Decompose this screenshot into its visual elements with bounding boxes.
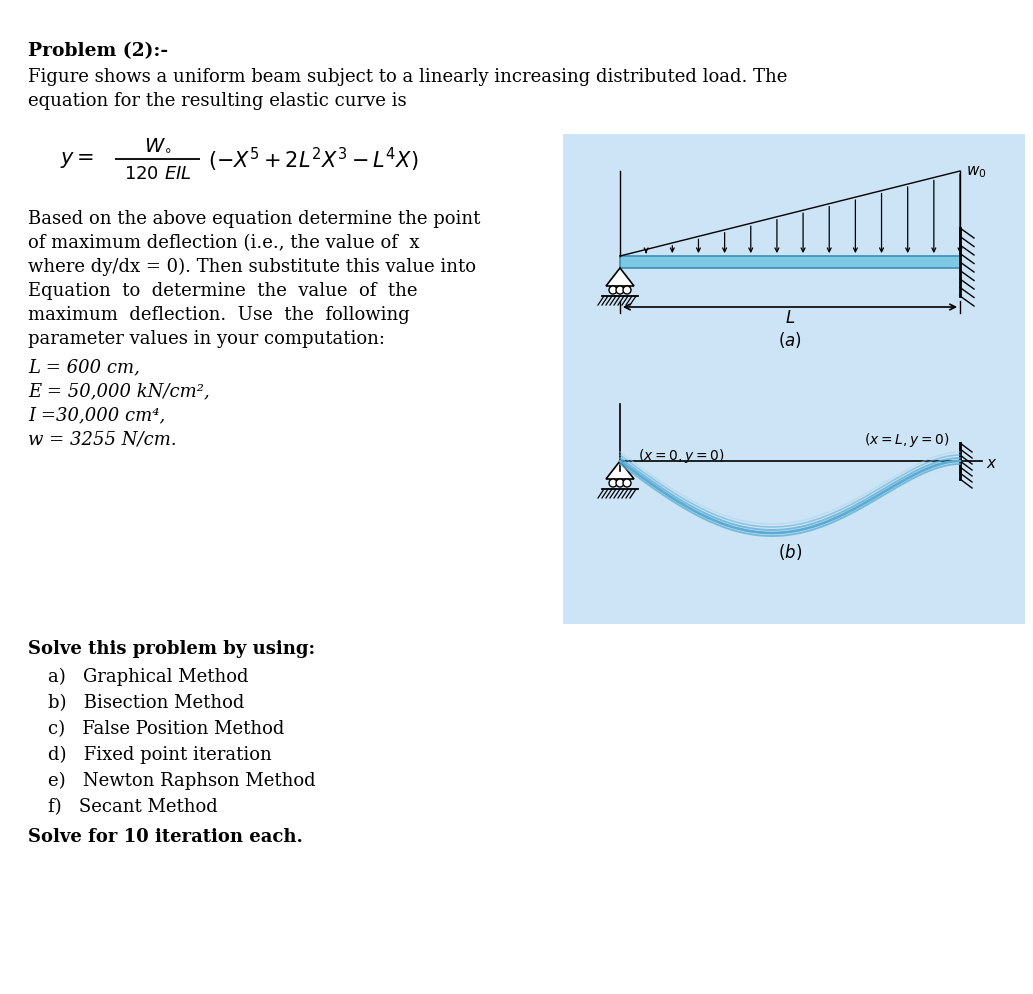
Text: $(x = L, y = 0)$: $(x = L, y = 0)$ xyxy=(865,430,950,448)
Text: of maximum deflection (i.e., the value of  x: of maximum deflection (i.e., the value o… xyxy=(28,234,419,251)
Circle shape xyxy=(623,479,631,487)
Text: $(a)$: $(a)$ xyxy=(778,330,802,350)
Text: E = 50,000 kN/cm²,: E = 50,000 kN/cm², xyxy=(28,382,210,400)
Text: $(b)$: $(b)$ xyxy=(778,542,802,562)
Circle shape xyxy=(623,286,631,294)
Text: b)   Bisection Method: b) Bisection Method xyxy=(48,693,245,712)
Text: $120\ EIL$: $120\ EIL$ xyxy=(124,165,191,183)
Polygon shape xyxy=(606,461,634,479)
Text: Problem (2):-: Problem (2):- xyxy=(28,42,168,60)
Text: c)   False Position Method: c) False Position Method xyxy=(48,720,284,738)
Bar xyxy=(563,135,1025,624)
Text: $(x = 0, y = 0)$: $(x = 0, y = 0)$ xyxy=(638,446,725,464)
Text: parameter values in your computation:: parameter values in your computation: xyxy=(28,330,385,348)
Text: $(-X^5 + 2L^2X^3 - L^4X)$: $(-X^5 + 2L^2X^3 - L^4X)$ xyxy=(208,146,418,174)
Text: maximum  deflection.  Use  the  following: maximum deflection. Use the following xyxy=(28,306,410,324)
Bar xyxy=(620,256,960,268)
Text: Solve this problem by using:: Solve this problem by using: xyxy=(28,639,315,657)
Text: Based on the above equation determine the point: Based on the above equation determine th… xyxy=(28,210,480,228)
Text: f)   Secant Method: f) Secant Method xyxy=(48,797,218,815)
Text: equation for the resulting elastic curve is: equation for the resulting elastic curve… xyxy=(28,91,407,110)
Circle shape xyxy=(609,479,617,487)
Text: Equation  to  determine  the  value  of  the: Equation to determine the value of the xyxy=(28,281,417,300)
Polygon shape xyxy=(606,268,634,286)
Text: Solve for 10 iteration each.: Solve for 10 iteration each. xyxy=(28,827,303,845)
Text: where dy/dx = 0). Then substitute this value into: where dy/dx = 0). Then substitute this v… xyxy=(28,257,476,276)
Text: $L$: $L$ xyxy=(785,310,795,327)
Text: Figure shows a uniform beam subject to a linearly increasing distributed load. T: Figure shows a uniform beam subject to a… xyxy=(28,68,787,85)
Circle shape xyxy=(616,479,624,487)
Text: d)   Fixed point iteration: d) Fixed point iteration xyxy=(48,746,272,763)
Circle shape xyxy=(616,286,624,294)
Text: $x$: $x$ xyxy=(987,456,998,470)
Text: I =30,000 cm⁴,: I =30,000 cm⁴, xyxy=(28,406,165,423)
Text: w = 3255 N/cm.: w = 3255 N/cm. xyxy=(28,429,177,447)
Circle shape xyxy=(609,286,617,294)
Text: e)   Newton Raphson Method: e) Newton Raphson Method xyxy=(48,771,316,789)
Text: $W_{\circ}$: $W_{\circ}$ xyxy=(144,137,171,155)
Text: $w_0$: $w_0$ xyxy=(966,164,987,180)
Text: L = 600 cm,: L = 600 cm, xyxy=(28,358,139,376)
Text: $y =$: $y =$ xyxy=(60,150,94,170)
Text: a)   Graphical Method: a) Graphical Method xyxy=(48,667,249,686)
